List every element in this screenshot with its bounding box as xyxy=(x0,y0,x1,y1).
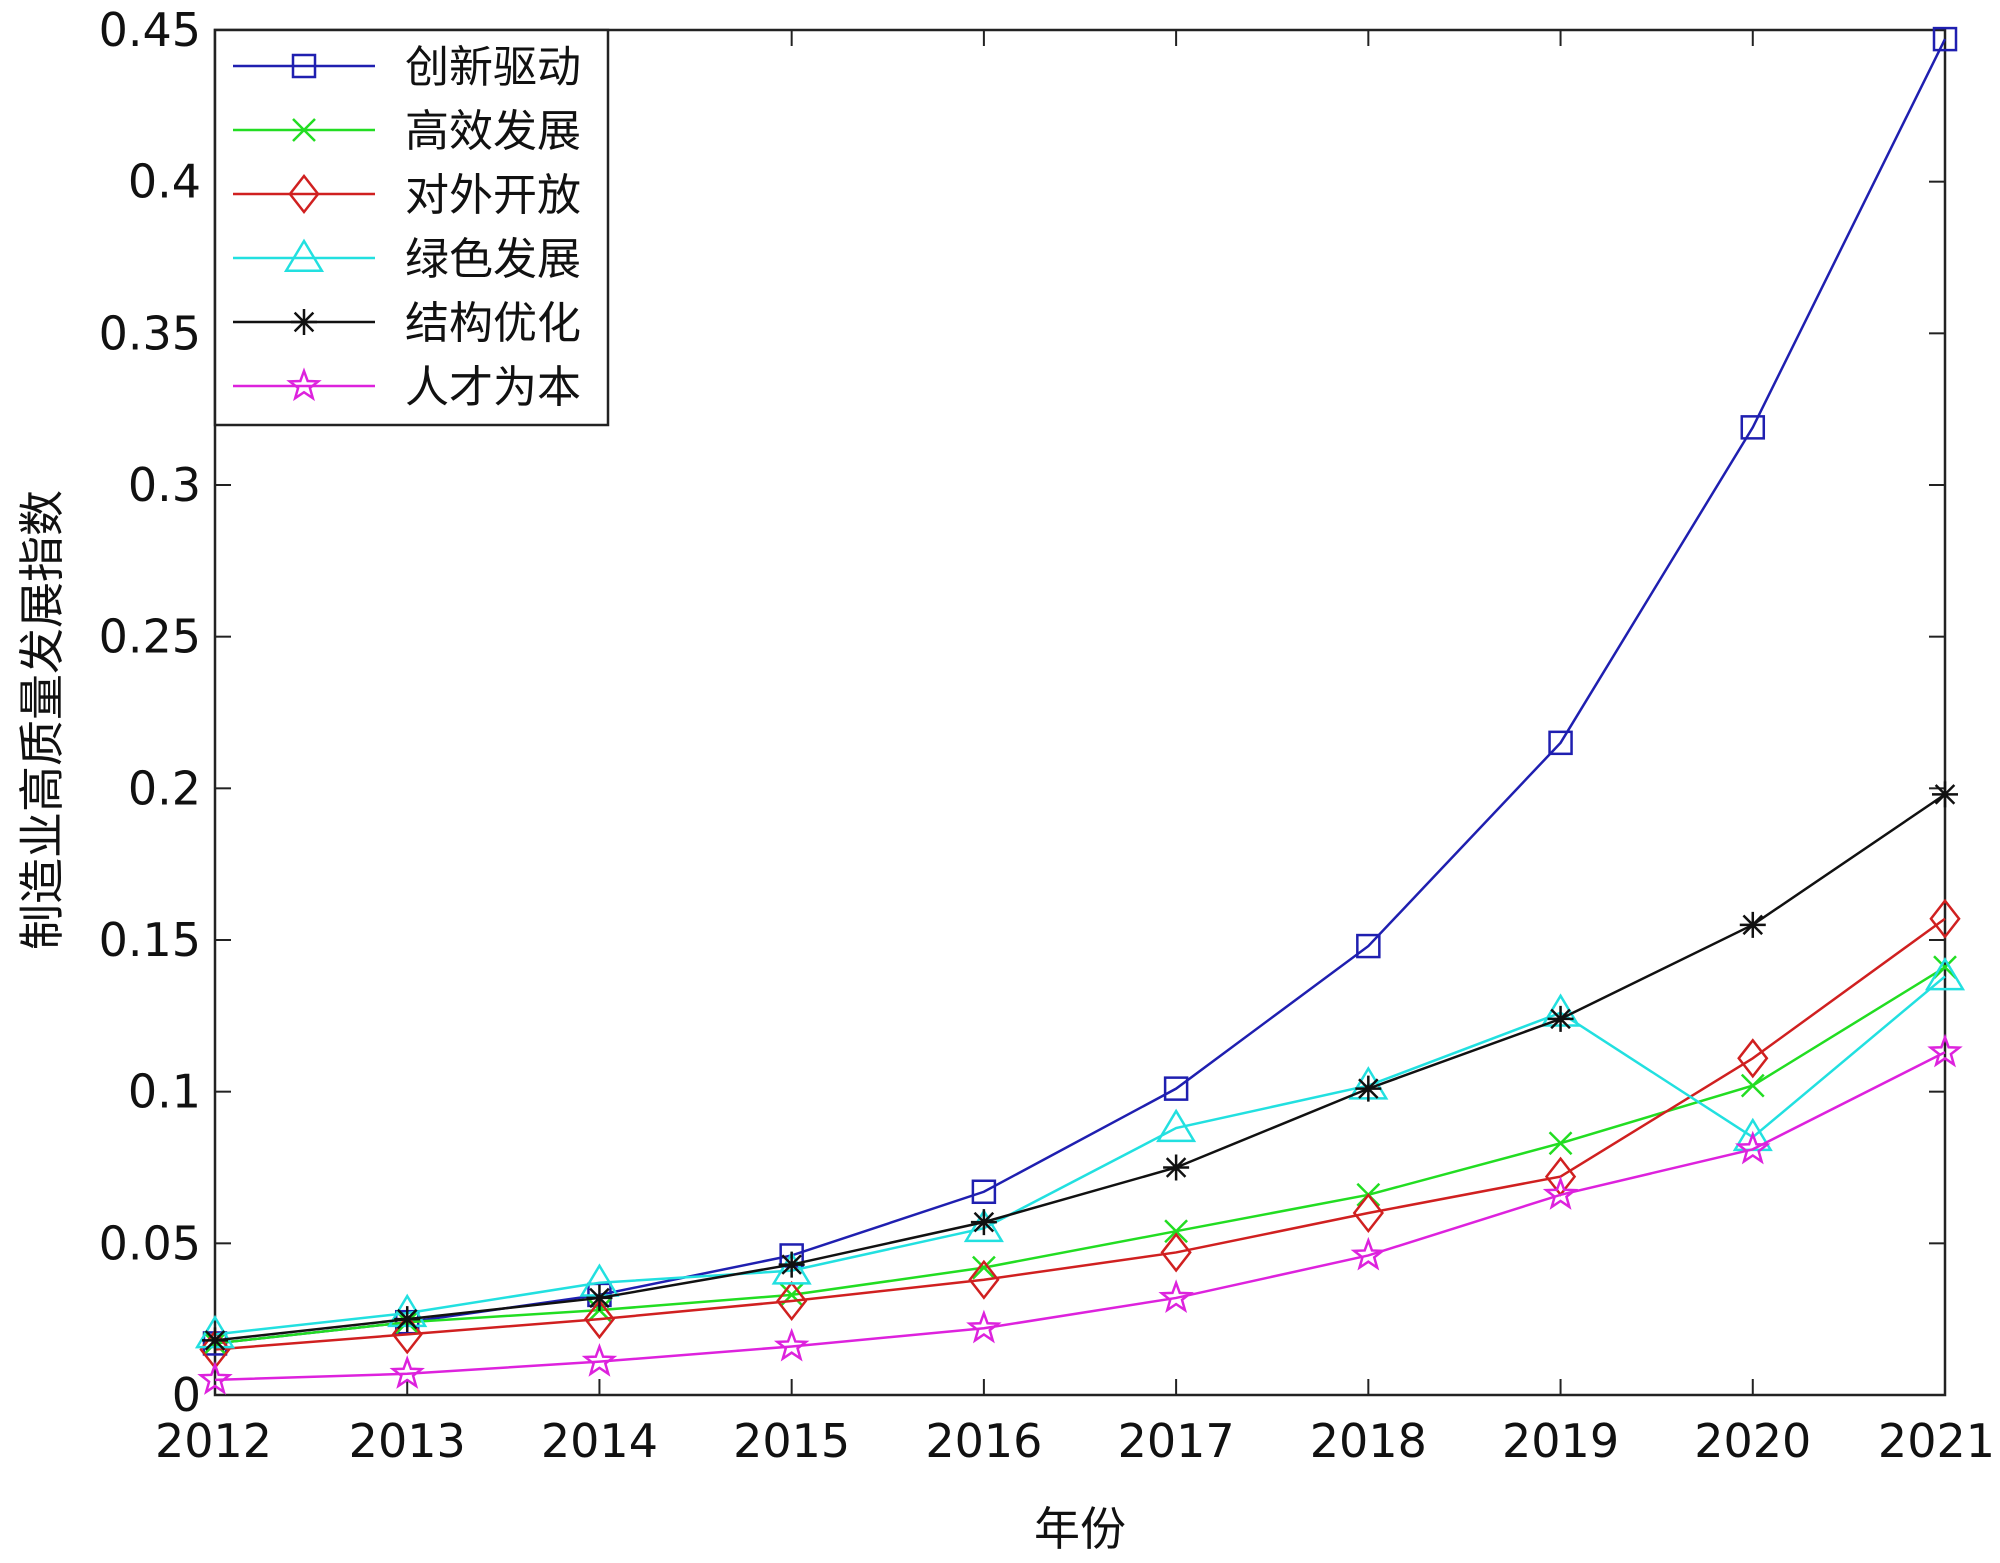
legend-label: 创新驱动 xyxy=(405,42,581,93)
data-point-marker xyxy=(773,1327,810,1362)
legend-label: 人才为本 xyxy=(405,362,581,413)
y-tick-label: 0.35 xyxy=(99,306,201,360)
legend-label: 结构优化 xyxy=(405,298,581,349)
x-tick-label: 2012 xyxy=(155,1414,272,1468)
data-point-marker xyxy=(1350,1236,1387,1271)
data-point-marker xyxy=(394,1306,421,1333)
y-tick-label: 0.4 xyxy=(128,155,201,209)
y-tick-label: 0.3 xyxy=(128,458,201,512)
y-tick-label: 0 xyxy=(172,1368,201,1422)
data-point-marker xyxy=(1739,911,1766,938)
data-point-marker xyxy=(778,1251,805,1278)
data-point-marker xyxy=(1932,26,1958,52)
y-axis-label: 制造业高质量发展指数 xyxy=(15,490,69,950)
axes-frame xyxy=(213,28,1947,1397)
data-point-marker xyxy=(288,173,320,215)
plot-area-border xyxy=(213,28,1947,1397)
y-tick-label: 0.15 xyxy=(99,913,201,967)
data-point-marker xyxy=(1163,1076,1189,1101)
data-point-marker xyxy=(1164,1219,1188,1244)
series-5 xyxy=(202,781,1958,1354)
data-point-marker xyxy=(1156,1108,1197,1143)
data-point-marker xyxy=(286,367,322,402)
data-point-marker xyxy=(1735,1130,1771,1165)
data-point-marker xyxy=(202,1327,228,1354)
data-point-marker xyxy=(1740,1073,1765,1098)
legend-item: 绿色发展 xyxy=(233,234,581,285)
series-line xyxy=(214,793,1946,1342)
data-point-marker xyxy=(197,1361,233,1395)
series-6 xyxy=(197,1033,1963,1395)
series-line xyxy=(214,917,1946,1351)
data-point-marker xyxy=(1158,1279,1194,1314)
data-point-marker xyxy=(971,1179,997,1205)
data-point-marker xyxy=(1929,898,1961,939)
data-point-marker xyxy=(389,1355,425,1389)
data-point-marker xyxy=(1737,1038,1769,1079)
x-tick-label: 2020 xyxy=(1694,1414,1811,1468)
data-point-marker xyxy=(1932,781,1958,808)
axis-ticks: 0 0.05 0.1 0.15 0.2 0.25 0.3 0.35 0.4 0.45 2012 201… xyxy=(99,3,1995,1468)
legend-item: 高效发展 xyxy=(233,106,581,157)
data-point-marker xyxy=(1927,1033,1963,1068)
x-tick-label: 2019 xyxy=(1502,1414,1619,1468)
y-tick-label: 0.1 xyxy=(128,1065,201,1119)
y-tick-label: 0.25 xyxy=(99,610,201,664)
data-point-marker xyxy=(586,1284,613,1311)
legend-item: 结构优化 xyxy=(233,298,581,349)
data-point-marker xyxy=(968,1259,1000,1300)
legend-label: 对外开放 xyxy=(405,170,581,221)
data-point-marker xyxy=(1548,730,1573,756)
data-point-marker xyxy=(970,1209,997,1236)
data-point-marker xyxy=(1160,1232,1192,1273)
data-point-marker xyxy=(583,1299,616,1340)
data-point-marker xyxy=(1542,1176,1579,1210)
data-point-marker xyxy=(1352,1192,1384,1234)
data-point-marker xyxy=(966,1309,1002,1344)
x-tick-label: 2013 xyxy=(349,1414,466,1468)
legend-item: 人才为本 xyxy=(233,362,581,413)
x-axis-label: 年份 xyxy=(1034,1502,1126,1556)
x-tick-label: 2018 xyxy=(1310,1414,1427,1468)
x-tick-label: 2017 xyxy=(1118,1414,1235,1468)
data-point-marker xyxy=(963,1208,1004,1243)
y-tick-label: 0.05 xyxy=(99,1216,201,1270)
data-point-marker xyxy=(291,53,317,79)
x-tick-label: 2014 xyxy=(541,1414,658,1468)
data-point-marker xyxy=(972,1255,996,1280)
data-point-marker xyxy=(1356,933,1381,959)
y-tick-label: 0.45 xyxy=(99,3,201,57)
series-3 xyxy=(199,898,1961,1370)
series-line xyxy=(214,966,1946,1345)
data-point-marker xyxy=(1924,956,1966,991)
legend-label: 绿色发展 xyxy=(405,234,581,285)
legend-item: 对外开放 xyxy=(233,170,581,221)
data-point-marker xyxy=(1355,1075,1382,1102)
data-point-marker xyxy=(1163,1154,1190,1181)
data-point-marker xyxy=(581,1342,618,1377)
series-group xyxy=(194,26,1966,1395)
data-point-marker xyxy=(1547,1005,1574,1032)
legend-label: 高效发展 xyxy=(405,106,581,157)
legend-box xyxy=(213,28,610,427)
data-point-marker xyxy=(283,238,325,272)
legend-item: 创新驱动 xyxy=(233,42,581,93)
series-line xyxy=(214,975,1946,1336)
x-tick-label: 2015 xyxy=(733,1414,850,1468)
data-point-marker xyxy=(1933,955,1957,980)
data-point-marker xyxy=(291,309,317,335)
x-tick-label: 2016 xyxy=(925,1414,1042,1468)
data-point-marker xyxy=(1548,1131,1573,1156)
data-point-marker xyxy=(776,1280,808,1322)
data-point-marker xyxy=(292,118,316,142)
data-point-marker xyxy=(771,1251,812,1285)
x-tick-label: 2021 xyxy=(1878,1414,1995,1468)
data-point-marker xyxy=(1740,415,1766,440)
series-line xyxy=(214,1051,1946,1382)
y-tick-label: 0.2 xyxy=(128,761,201,815)
